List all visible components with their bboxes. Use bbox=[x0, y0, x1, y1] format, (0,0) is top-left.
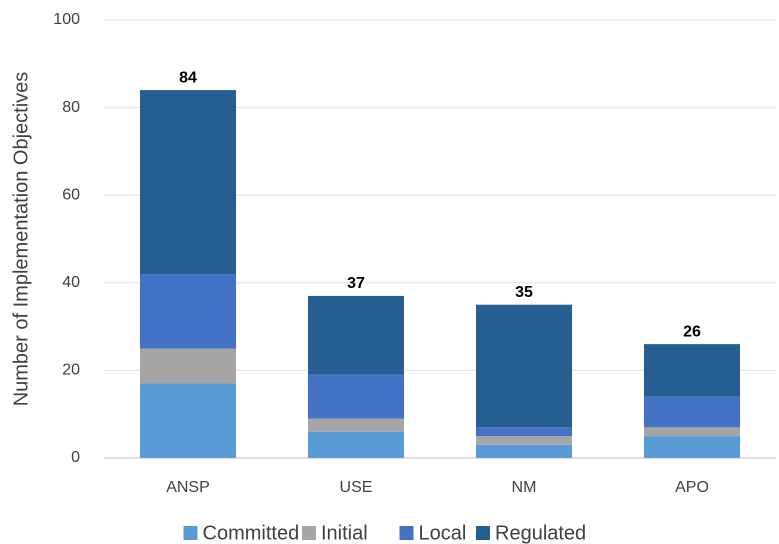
legend-swatch bbox=[399, 526, 414, 540]
legend-label: Local bbox=[419, 522, 467, 544]
total-label: 37 bbox=[347, 275, 365, 292]
total-label: 84 bbox=[179, 69, 197, 86]
x-tick-label: ANSP bbox=[166, 479, 210, 496]
y-tick-label: 60 bbox=[62, 186, 80, 203]
y-axis-title: Number of Implementation Objectives bbox=[10, 72, 32, 407]
bar-segment bbox=[644, 396, 740, 428]
y-tick-label: 0 bbox=[71, 449, 80, 466]
bar-segment bbox=[476, 436, 572, 445]
bar-segment bbox=[140, 383, 236, 458]
bar-segment bbox=[140, 90, 236, 275]
bar-segment bbox=[140, 274, 236, 349]
bar-segment bbox=[308, 418, 404, 432]
y-tick-label: 100 bbox=[53, 11, 80, 28]
bar-segment bbox=[644, 344, 740, 397]
legend-label: Initial bbox=[321, 522, 368, 544]
bar-segment bbox=[476, 304, 572, 428]
total-label: 26 bbox=[683, 323, 701, 340]
legend-label: Regulated bbox=[495, 522, 586, 544]
legend-swatch bbox=[476, 526, 490, 540]
x-tick-label: NM bbox=[512, 479, 537, 496]
bar-segment bbox=[644, 436, 740, 458]
x-tick-label: USE bbox=[340, 479, 373, 496]
bar-segment bbox=[308, 374, 404, 419]
y-tick-label: 20 bbox=[62, 362, 80, 379]
legend-label: Committed bbox=[203, 522, 300, 544]
x-tick-label: APO bbox=[675, 479, 709, 496]
legend-swatch bbox=[302, 526, 316, 540]
bar-segment bbox=[476, 444, 572, 458]
bar-segment bbox=[476, 427, 572, 437]
bar-segment bbox=[140, 348, 236, 384]
bar-segment bbox=[308, 295, 404, 375]
total-label: 35 bbox=[515, 284, 533, 301]
bar-segment bbox=[644, 427, 740, 437]
legend-swatch bbox=[183, 526, 198, 540]
y-tick-label: 80 bbox=[62, 99, 80, 116]
bar-segment bbox=[308, 431, 404, 458]
y-tick-label: 40 bbox=[62, 274, 80, 291]
